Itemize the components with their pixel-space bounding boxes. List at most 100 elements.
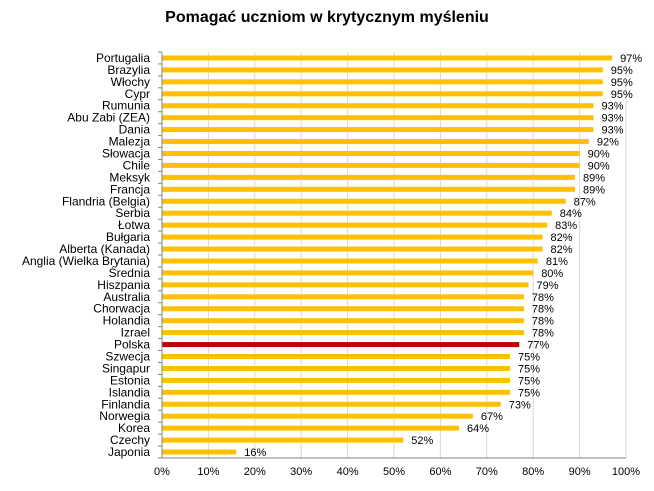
bar [162, 342, 520, 348]
bar [162, 377, 510, 383]
category-label: Flandria (Belgia) [62, 194, 150, 208]
bar [162, 79, 603, 85]
x-tick-label: 30% [290, 466, 312, 478]
data-label: 67% [481, 411, 503, 423]
category-label: Finlandia [101, 397, 150, 411]
data-label: 90% [588, 160, 610, 172]
category-label: Estonia [110, 373, 150, 387]
data-label: 73% [509, 399, 531, 411]
bar [162, 413, 473, 419]
data-label: 92% [597, 137, 619, 149]
data-label: 89% [583, 184, 605, 196]
data-label: 87% [574, 196, 596, 208]
bar [162, 67, 603, 73]
category-label: Malezja [109, 135, 151, 149]
category-label: Izrael [121, 326, 150, 340]
data-label: 82% [550, 232, 572, 244]
category-label: Abu Zabi (ZEA) [67, 111, 150, 125]
data-label: 75% [518, 387, 540, 399]
bar [162, 210, 552, 216]
data-label: 81% [546, 256, 568, 268]
category-label: Średnia [109, 265, 151, 280]
data-label: 84% [560, 208, 582, 220]
bar [162, 174, 575, 180]
category-label: Bułgaria [106, 230, 150, 244]
data-label: 95% [611, 65, 633, 77]
data-label: 90% [588, 149, 610, 161]
category-label: Holandia [103, 314, 151, 328]
bar [162, 198, 566, 204]
category-label: Anglia (Wielka Brytania) [22, 254, 150, 268]
category-label: Francja [110, 182, 150, 196]
bar [162, 437, 404, 443]
data-label: 79% [537, 280, 559, 292]
bar [162, 55, 613, 61]
bar [162, 306, 524, 312]
x-tick-label: 100% [612, 466, 640, 478]
category-label: Rumunia [102, 99, 150, 113]
category-label: Chile [123, 158, 151, 172]
bar [162, 282, 529, 288]
bar [162, 330, 524, 336]
bar [162, 127, 594, 133]
category-label: Czechy [110, 433, 150, 447]
bar [162, 186, 575, 192]
x-tick-label: 90% [569, 466, 591, 478]
data-label: 75% [518, 352, 540, 364]
bar [162, 425, 459, 431]
category-label: Słowacja [102, 147, 150, 161]
bar [162, 270, 534, 276]
x-tick-label: 40% [337, 466, 359, 478]
axes: 0% 10% 20% 30% 40% 50% 60% 70% 80% 90% 100% [154, 51, 640, 478]
x-tick-label: 0% [154, 466, 170, 478]
category-label: Polska [114, 338, 150, 352]
value-labels: 97%95%95%95%93%93%93%92%90%90%89%89%87%8… [244, 53, 642, 459]
bar [162, 162, 580, 168]
data-label: 93% [602, 113, 624, 125]
bar [162, 91, 603, 97]
category-label: Australia [103, 290, 150, 304]
bar [162, 449, 237, 455]
category-label: Serbia [115, 206, 150, 220]
data-label: 93% [602, 101, 624, 113]
bar [162, 246, 543, 252]
data-label: 75% [518, 375, 540, 387]
category-label: Alberta (Kanada) [59, 242, 150, 256]
bar [162, 258, 538, 264]
data-label: 64% [467, 423, 489, 435]
category-label: Dania [119, 123, 151, 137]
bar [162, 354, 510, 359]
data-label: 78% [532, 328, 554, 340]
x-tick-label: 80% [522, 466, 544, 478]
bar [162, 222, 548, 228]
data-label: 16% [244, 447, 266, 459]
bar [162, 294, 524, 300]
category-label: Norwegia [99, 409, 150, 423]
category-label: Singapur [102, 361, 150, 375]
category-label: Portugalia [96, 51, 150, 65]
data-label: 83% [555, 220, 577, 232]
bar [162, 365, 510, 371]
category-label: Brazylia [107, 63, 150, 77]
category-label: Islandia [109, 385, 151, 399]
data-label: 75% [518, 363, 540, 375]
category-label: Hiszpania [97, 278, 150, 292]
x-tick-label: 60% [429, 466, 451, 478]
bar [162, 389, 510, 395]
x-tick-label: 20% [244, 466, 266, 478]
category-label: Włochy [111, 75, 150, 89]
data-label: 95% [611, 89, 633, 101]
data-label: 80% [541, 268, 563, 280]
bar [162, 115, 594, 121]
chart-title: Pomagać uczniom w krytycznym myśleniu [165, 9, 489, 26]
bar [162, 151, 580, 156]
bar [162, 103, 594, 109]
category-label: Szwecja [105, 350, 150, 364]
bars [162, 55, 613, 455]
x-tick-label: 70% [476, 466, 498, 478]
category-label: Cypr [125, 87, 150, 101]
data-label: 89% [583, 172, 605, 184]
data-label: 95% [611, 77, 633, 89]
